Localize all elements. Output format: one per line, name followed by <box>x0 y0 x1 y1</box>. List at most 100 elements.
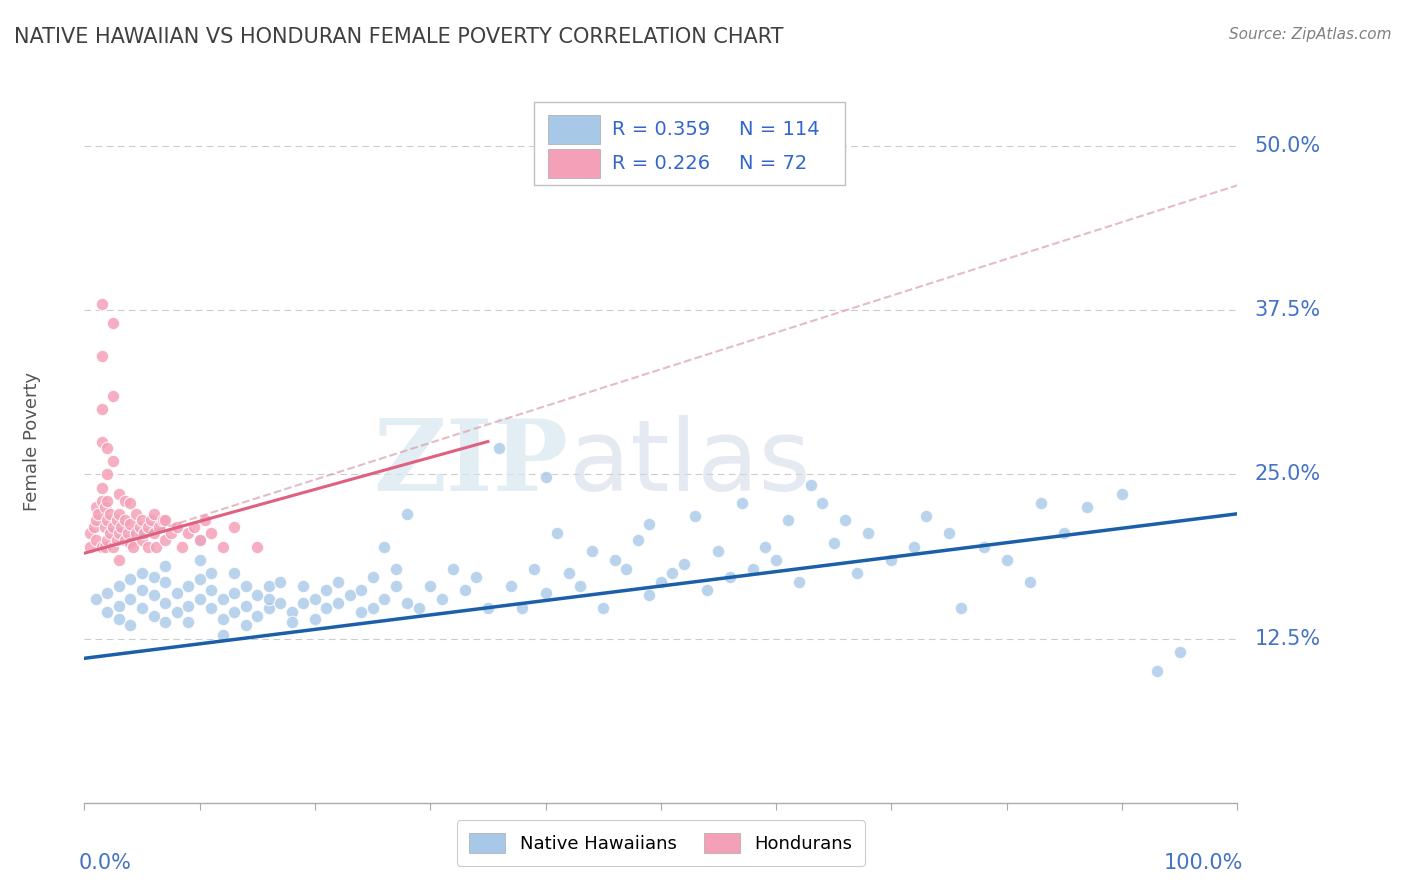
Point <box>153 575 176 590</box>
Point <box>90 296 112 310</box>
Text: atlas: atlas <box>568 415 810 512</box>
Point <box>131 582 153 597</box>
Point <box>153 533 176 547</box>
Point <box>396 507 419 521</box>
Point <box>534 585 557 599</box>
Point <box>177 599 200 613</box>
Point <box>96 441 118 455</box>
Point <box>136 540 159 554</box>
Point <box>408 601 430 615</box>
Point <box>257 579 280 593</box>
Point <box>90 401 112 416</box>
Point <box>315 601 337 615</box>
Point <box>153 559 176 574</box>
Point <box>108 507 131 521</box>
Point <box>188 533 211 547</box>
Point <box>339 588 361 602</box>
Point <box>90 481 112 495</box>
Point <box>973 540 995 554</box>
Point <box>304 592 326 607</box>
Point <box>166 520 188 534</box>
Point <box>103 316 124 330</box>
Point <box>188 533 211 547</box>
Point <box>79 540 101 554</box>
Point <box>142 526 165 541</box>
Point <box>614 562 637 576</box>
Point <box>128 520 150 534</box>
Point <box>160 526 183 541</box>
Point <box>800 478 823 492</box>
Point <box>569 579 592 593</box>
Point <box>142 570 165 584</box>
Point <box>281 615 304 629</box>
Text: 12.5%: 12.5% <box>1254 629 1320 648</box>
Point <box>650 575 672 590</box>
Point <box>108 579 131 593</box>
Text: R = 0.226: R = 0.226 <box>613 153 710 173</box>
Point <box>114 493 136 508</box>
Point <box>84 592 107 607</box>
Point <box>114 533 136 547</box>
Point <box>131 533 153 547</box>
Point <box>257 592 280 607</box>
Point <box>811 496 834 510</box>
Point <box>79 526 101 541</box>
Text: ZIP: ZIP <box>374 415 568 512</box>
Point <box>269 575 291 590</box>
Point <box>98 507 121 521</box>
Point <box>90 540 112 554</box>
Point <box>903 540 925 554</box>
Point <box>776 513 799 527</box>
Point <box>235 599 257 613</box>
Point <box>200 526 222 541</box>
Point <box>361 570 384 584</box>
Point <box>477 601 499 615</box>
Point <box>172 540 194 554</box>
Point <box>108 553 131 567</box>
Point <box>120 618 142 632</box>
Point <box>834 513 856 527</box>
Point <box>211 627 233 641</box>
Point <box>661 566 683 580</box>
Text: 37.5%: 37.5% <box>1254 301 1320 320</box>
Point <box>121 540 143 554</box>
Point <box>211 612 233 626</box>
Point <box>96 513 118 527</box>
Point <box>384 579 406 593</box>
Point <box>211 592 233 607</box>
Point <box>83 520 105 534</box>
Point <box>96 467 118 482</box>
Point <box>194 513 217 527</box>
Point <box>188 553 211 567</box>
Point <box>292 579 315 593</box>
Point <box>845 566 868 580</box>
Point <box>90 434 112 449</box>
Point <box>125 526 148 541</box>
Point <box>823 535 845 549</box>
Point <box>224 585 246 599</box>
Point <box>512 601 534 615</box>
Text: Source: ZipAtlas.com: Source: ZipAtlas.com <box>1229 27 1392 42</box>
Point <box>105 533 128 547</box>
Text: 100.0%: 100.0% <box>1164 854 1243 873</box>
Point <box>326 575 349 590</box>
Point <box>148 520 170 534</box>
Point <box>465 570 488 584</box>
Point <box>94 500 117 515</box>
Point <box>131 513 153 527</box>
Point <box>200 601 222 615</box>
Point <box>96 493 118 508</box>
Point <box>915 509 938 524</box>
Point <box>499 579 522 593</box>
Point <box>696 582 718 597</box>
Point <box>177 579 200 593</box>
Point <box>120 592 142 607</box>
Point <box>304 612 326 626</box>
Point <box>131 601 153 615</box>
Point <box>707 543 730 558</box>
Point <box>103 388 124 402</box>
Point <box>94 540 117 554</box>
Point <box>120 496 142 510</box>
Point <box>188 573 211 587</box>
Point <box>108 599 131 613</box>
